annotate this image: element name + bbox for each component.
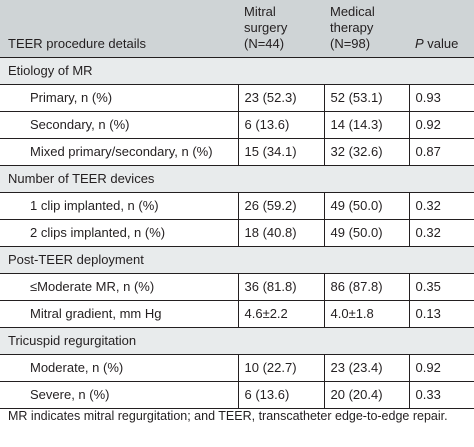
row-label: 2 clips implanted, n (%) — [0, 219, 238, 247]
header-procedure-details: TEER procedure details — [0, 0, 238, 58]
medical-therapy-cell: 14 (14.3) — [323, 111, 409, 139]
table-row: 2 clips implanted, n (%) 18 (40.8) 49 (5… — [0, 219, 474, 247]
mitral-surgery-cell: 18 (40.8) — [237, 219, 324, 247]
table-header: TEER procedure details Mitral surgery (N… — [0, 0, 474, 58]
medical-therapy-cell: 86 (87.8) — [323, 273, 409, 301]
mitral-surgery-cell: 15 (34.1) — [237, 138, 324, 166]
row-label: ≤Moderate MR, n (%) — [0, 273, 238, 301]
medical-therapy-cell: 49 (50.0) — [323, 219, 409, 247]
header-mitral-surgery-line2: surgery — [244, 19, 288, 35]
medical-therapy-cell: 49 (50.0) — [323, 192, 409, 220]
table-row: Severe, n (%) 6 (13.6) 20 (20.4) 0.33 — [0, 381, 474, 409]
teer-table-figure: TEER procedure details Mitral surgery (N… — [0, 0, 474, 423]
section-row-post-teer: Post-TEER deployment — [0, 246, 474, 274]
table-row: Mixed primary/secondary, n (%) 15 (34.1)… — [0, 138, 474, 166]
p-value-cell: 0.92 — [408, 111, 474, 139]
section-title: Etiology of MR — [0, 57, 474, 85]
teer-procedure-table: TEER procedure details Mitral surgery (N… — [0, 0, 474, 409]
row-label: Moderate, n (%) — [0, 354, 238, 382]
section-title: Number of TEER devices — [0, 165, 474, 193]
medical-therapy-cell: 20 (20.4) — [323, 381, 409, 409]
mitral-surgery-cell: 4.6±2.2 — [237, 300, 324, 328]
section-row-etiology: Etiology of MR — [0, 57, 474, 85]
table-row: Mitral gradient, mm Hg 4.6±2.2 4.0±1.8 0… — [0, 300, 474, 328]
row-label: Secondary, n (%) — [0, 111, 238, 139]
header-medical-therapy-line3: (N=98) — [330, 35, 371, 51]
p-value-cell: 0.13 — [408, 300, 474, 328]
row-label: Severe, n (%) — [0, 381, 238, 409]
header-p-rest: value — [423, 35, 459, 51]
p-value-cell: 0.32 — [408, 219, 474, 247]
p-value-cell: 0.35 — [408, 273, 474, 301]
medical-therapy-cell: 32 (32.6) — [323, 138, 409, 166]
section-title: Tricuspid regurgitation — [0, 327, 474, 355]
section-row-teer-devices: Number of TEER devices — [0, 165, 474, 193]
header-medical-therapy-line2: therapy — [330, 19, 374, 35]
header-p-value: P value — [409, 0, 474, 58]
header-mitral-surgery-line3: (N=44) — [244, 35, 285, 51]
mitral-surgery-cell: 6 (13.6) — [237, 381, 324, 409]
row-label: Mitral gradient, mm Hg — [0, 300, 238, 328]
mitral-surgery-cell: 10 (22.7) — [237, 354, 324, 382]
mitral-surgery-cell: 6 (13.6) — [237, 111, 324, 139]
medical-therapy-cell: 4.0±1.8 — [323, 300, 409, 328]
section-title: Post-TEER deployment — [0, 246, 474, 274]
header-medical-therapy-line1: Medical — [330, 3, 375, 19]
p-value-cell: 0.32 — [408, 192, 474, 220]
p-value-cell: 0.93 — [408, 84, 474, 112]
p-value-cell: 0.33 — [408, 381, 474, 409]
header-p-letter: P — [415, 35, 424, 51]
table-footnote: MR indicates mitral regurgitation; and T… — [8, 409, 448, 423]
p-value-cell: 0.92 — [408, 354, 474, 382]
medical-therapy-cell: 52 (53.1) — [323, 84, 409, 112]
table-row: ≤Moderate MR, n (%) 36 (81.8) 86 (87.8) … — [0, 273, 474, 301]
section-row-tricuspid: Tricuspid regurgitation — [0, 327, 474, 355]
mitral-surgery-cell: 26 (59.2) — [237, 192, 324, 220]
table-body: Etiology of MR Primary, n (%) 23 (52.3) … — [0, 57, 474, 409]
header-medical-therapy: Medical therapy (N=98) — [324, 0, 409, 58]
table-row: Moderate, n (%) 10 (22.7) 23 (23.4) 0.92 — [0, 354, 474, 382]
table-row: Secondary, n (%) 6 (13.6) 14 (14.3) 0.92 — [0, 111, 474, 139]
mitral-surgery-cell: 23 (52.3) — [237, 84, 324, 112]
header-mitral-surgery-line1: Mitral — [244, 3, 276, 19]
p-value-cell: 0.87 — [408, 138, 474, 166]
mitral-surgery-cell: 36 (81.8) — [237, 273, 324, 301]
header-mitral-surgery: Mitral surgery (N=44) — [238, 0, 324, 58]
table-row: Primary, n (%) 23 (52.3) 52 (53.1) 0.93 — [0, 84, 474, 112]
table-row: 1 clip implanted, n (%) 26 (59.2) 49 (50… — [0, 192, 474, 220]
row-label: Primary, n (%) — [0, 84, 238, 112]
header-row: TEER procedure details Mitral surgery (N… — [0, 0, 474, 58]
row-label: Mixed primary/secondary, n (%) — [0, 138, 238, 166]
medical-therapy-cell: 23 (23.4) — [323, 354, 409, 382]
row-label: 1 clip implanted, n (%) — [0, 192, 238, 220]
